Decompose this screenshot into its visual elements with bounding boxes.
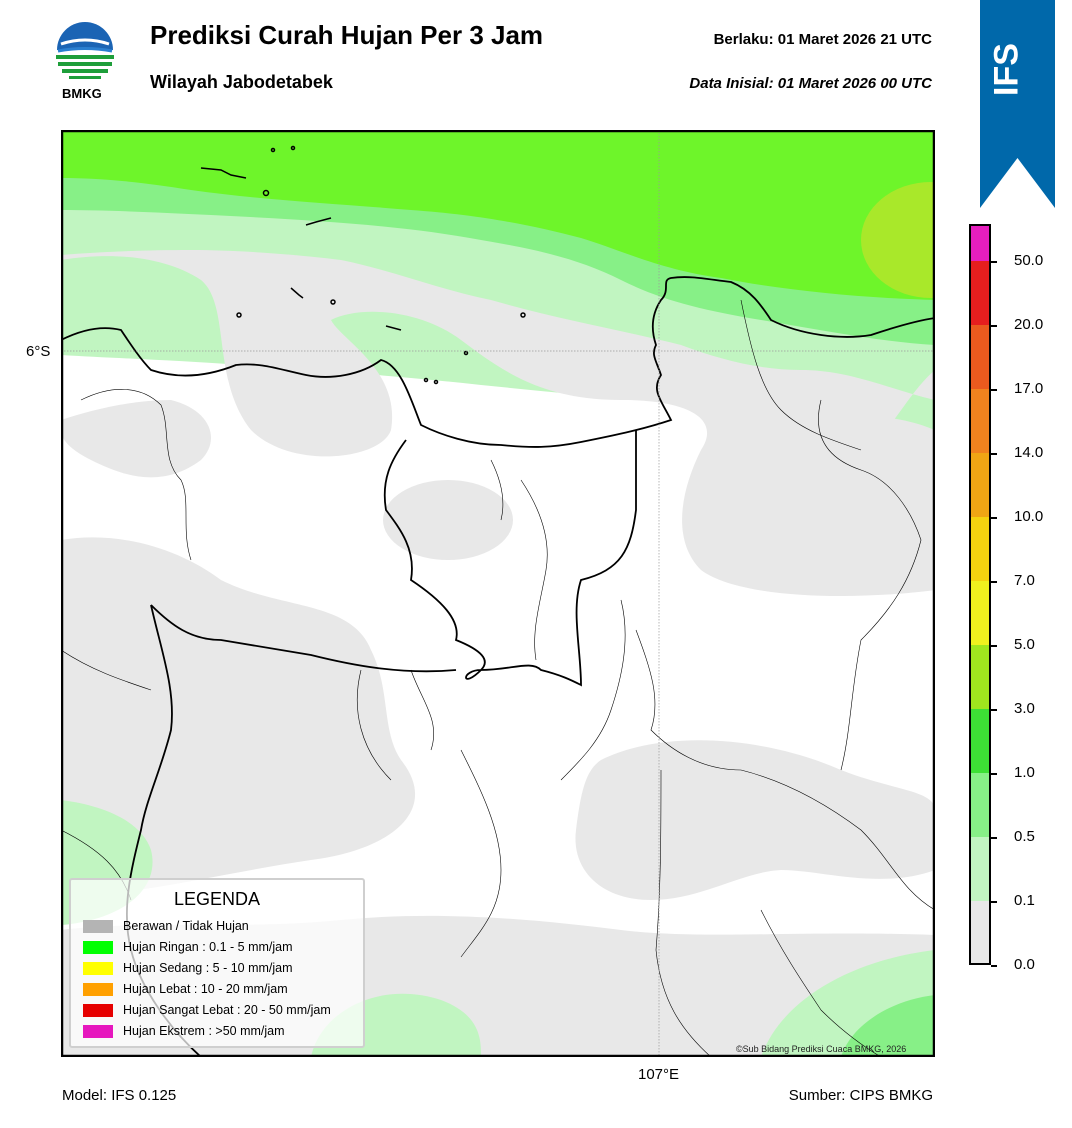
colorbar-tick-label: 20.0 bbox=[1014, 316, 1044, 333]
cloud-area-center bbox=[383, 480, 513, 560]
legend-item: Hujan Lebat : 10 - 20 mm/jam bbox=[83, 980, 288, 998]
colorbar-segment bbox=[969, 773, 991, 837]
province-border-west bbox=[150, 604, 457, 673]
cloud-area-west bbox=[61, 400, 211, 478]
colorbar-tick bbox=[991, 773, 997, 775]
colorbar-segment bbox=[969, 645, 991, 709]
legend-swatch bbox=[83, 982, 113, 996]
legend-swatch bbox=[83, 940, 113, 954]
legend-swatch bbox=[83, 961, 113, 975]
legend-title: LEGENDA bbox=[173, 889, 261, 909]
colorbar-tick-label: 1.0 bbox=[1014, 764, 1035, 781]
colorbar-frame bbox=[969, 224, 991, 965]
coastline bbox=[61, 276, 935, 448]
colorbar-segment bbox=[969, 581, 991, 645]
ifs-text: IFS bbox=[988, 43, 1026, 96]
rain-patch-yellow-green bbox=[861, 182, 935, 298]
colorbar bbox=[969, 224, 991, 965]
colorbar-tick bbox=[991, 581, 997, 583]
colorbar-tick-label: 17.0 bbox=[1014, 380, 1044, 397]
legend-swatch bbox=[83, 1003, 113, 1017]
colorbar-tick bbox=[991, 837, 997, 839]
legend-label: Hujan Sedang : 5 - 10 mm/jam bbox=[123, 961, 293, 975]
copyright-text: ©Sub Bidang Prediksi Cuaca BMKG, 2026 bbox=[736, 1044, 907, 1054]
colorbar-segment bbox=[969, 389, 991, 453]
colorbar-tick bbox=[991, 901, 997, 903]
latitude-label: 6°S bbox=[26, 343, 51, 360]
cloud-area-north bbox=[61, 250, 935, 596]
colorbar-segment bbox=[969, 837, 991, 901]
bmkg-logo-icon bbox=[56, 22, 114, 79]
colorbar-tick bbox=[991, 325, 997, 327]
rain-band-green bbox=[61, 130, 935, 300]
islands bbox=[200, 145, 526, 385]
page-title: Prediksi Curah Hujan Per 3 Jam bbox=[150, 20, 544, 50]
colorbar-tick bbox=[991, 709, 997, 711]
province-border bbox=[383, 430, 637, 687]
colorbar-tick-label: 50.0 bbox=[1014, 252, 1044, 269]
legend-label: Hujan Ringan : 0.1 - 5 mm/jam bbox=[123, 940, 293, 954]
colorbar-segment bbox=[969, 901, 991, 965]
legend-label: Berawan / Tidak Hujan bbox=[123, 919, 249, 933]
colorbar-tick-label: 14.0 bbox=[1014, 444, 1044, 461]
colorbar-tick bbox=[991, 965, 997, 967]
colorbar-segment bbox=[969, 325, 991, 389]
map-frame bbox=[61, 130, 935, 1057]
regency-borders bbox=[61, 299, 935, 1057]
rainfall-map[interactable] bbox=[61, 130, 935, 1057]
ifs-banner bbox=[980, 0, 1055, 208]
legend-label: Hujan Sangat Lebat : 20 - 50 mm/jam bbox=[123, 1003, 331, 1017]
colorbar-tick-label: 10.0 bbox=[1014, 508, 1044, 525]
legend-swatch bbox=[83, 919, 113, 933]
colorbar-segment bbox=[969, 261, 991, 325]
page-subtitle: Wilayah Jabodetabek bbox=[150, 72, 333, 92]
colorbar-tick-label: 7.0 bbox=[1014, 572, 1035, 589]
colorbar-segment bbox=[969, 517, 991, 581]
colorbar-segment bbox=[969, 453, 991, 517]
colorbar-tick-label: 0.1 bbox=[1014, 892, 1035, 909]
logo-text: BMKG bbox=[62, 86, 102, 101]
legend-label: Hujan Ekstrem : >50 mm/jam bbox=[123, 1024, 285, 1038]
initial-time: Data Inisial: 01 Maret 2026 00 UTC bbox=[689, 75, 932, 92]
cloud-area-southwest bbox=[61, 537, 416, 900]
colorbar-tick bbox=[991, 517, 997, 519]
colorbar-tick-label: 0.0 bbox=[1014, 956, 1035, 973]
rain-patch-southeast-medium bbox=[841, 995, 935, 1057]
colorbar-tick bbox=[991, 453, 997, 455]
legend-label: Hujan Lebat : 10 - 20 mm/jam bbox=[123, 982, 288, 996]
colorbar-tick bbox=[991, 389, 997, 391]
legend-item: Hujan Sedang : 5 - 10 mm/jam bbox=[83, 959, 293, 977]
cloud-area-southeast bbox=[575, 740, 935, 900]
legend-swatch bbox=[83, 1024, 113, 1038]
colorbar-tick bbox=[991, 645, 997, 647]
source-label: Sumber: CIPS BMKG bbox=[788, 1087, 933, 1104]
colorbar-tick-label: 0.5 bbox=[1014, 828, 1035, 845]
colorbar-tick-label: 3.0 bbox=[1014, 700, 1035, 717]
colorbar-segment bbox=[969, 709, 991, 773]
model-label: Model: IFS 0.125 bbox=[62, 1087, 177, 1104]
legend-item: Hujan Sangat Lebat : 20 - 50 mm/jam bbox=[83, 1001, 331, 1019]
ifs-banner-text: IFS bbox=[988, 43, 1026, 96]
legend-item: Hujan Ekstrem : >50 mm/jam bbox=[83, 1022, 285, 1040]
legend-item: Hujan Ringan : 0.1 - 5 mm/jam bbox=[83, 938, 293, 956]
colorbar-tick-label: 5.0 bbox=[1014, 636, 1035, 653]
legend-item: Berawan / Tidak Hujan bbox=[83, 917, 249, 935]
longitude-label: 107°E bbox=[638, 1066, 680, 1083]
colorbar-tick bbox=[991, 261, 997, 263]
valid-time: Berlaku: 01 Maret 2026 21 UTC bbox=[713, 31, 932, 48]
colorbar-segment bbox=[969, 224, 991, 261]
legend-box: LEGENDA Berawan / Tidak Hujan Hujan Ringa… bbox=[69, 878, 365, 1048]
